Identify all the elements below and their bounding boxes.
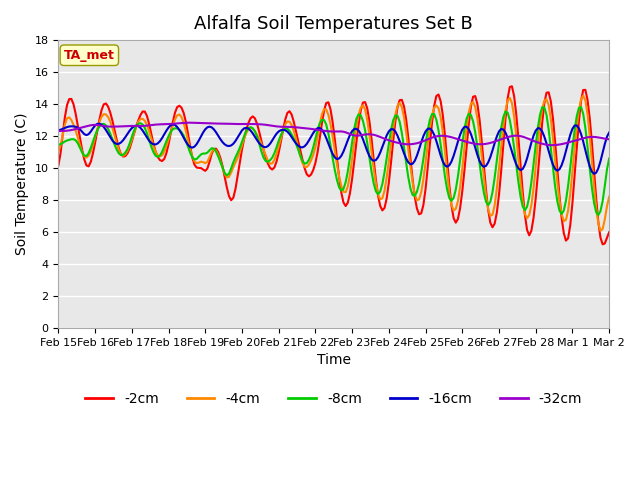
-8cm (605, 156, 613, 161)
-4cm (264, 158, 272, 164)
-2cm (326, 107, 334, 112)
-2cm (264, 161, 272, 167)
Title: Alfalfa Soil Temperatures Set B: Alfalfa Soil Temperatures Set B (195, 15, 473, 33)
-2cm (605, 229, 613, 235)
-2cm (508, 84, 516, 89)
-2cm (294, 138, 302, 144)
-16cm (230, 141, 237, 146)
-32cm (549, 142, 557, 148)
-8cm (595, 212, 602, 218)
-32cm (605, 136, 613, 142)
-32cm (230, 121, 237, 127)
-16cm (260, 144, 268, 150)
-4cm (326, 121, 334, 127)
-4cm (596, 228, 604, 234)
Line: -8cm: -8cm (58, 107, 609, 215)
-2cm (227, 197, 235, 203)
Text: TA_met: TA_met (64, 49, 115, 62)
-32cm (260, 122, 268, 128)
Line: -32cm: -32cm (58, 123, 609, 145)
-16cm (329, 151, 337, 157)
-8cm (502, 108, 509, 114)
-16cm (504, 135, 511, 141)
-8cm (326, 143, 334, 148)
-4cm (54, 149, 62, 155)
-4cm (605, 194, 613, 200)
-16cm (605, 130, 613, 135)
-2cm (502, 116, 509, 122)
-32cm (296, 125, 304, 131)
-8cm (264, 159, 272, 165)
-8cm (54, 142, 62, 148)
-4cm (257, 141, 265, 147)
-16cm (54, 127, 62, 133)
-2cm (257, 138, 265, 144)
Legend: -2cm, -4cm, -8cm, -16cm, -32cm: -2cm, -4cm, -8cm, -16cm, -32cm (79, 387, 588, 412)
Y-axis label: Soil Temperature (C): Soil Temperature (C) (15, 113, 29, 255)
-32cm (266, 122, 274, 128)
-2cm (599, 241, 607, 247)
-4cm (579, 93, 587, 98)
-16cm (266, 141, 274, 147)
-16cm (296, 144, 304, 150)
-16cm (95, 121, 103, 127)
-16cm (590, 171, 598, 177)
-32cm (329, 129, 337, 134)
-8cm (257, 149, 265, 155)
-32cm (184, 120, 192, 126)
X-axis label: Time: Time (317, 353, 351, 367)
-32cm (504, 134, 511, 140)
-8cm (227, 166, 235, 171)
-4cm (294, 144, 302, 150)
-32cm (54, 128, 62, 134)
Line: -4cm: -4cm (58, 96, 609, 231)
Line: -2cm: -2cm (58, 86, 609, 244)
Line: -16cm: -16cm (58, 124, 609, 174)
-4cm (502, 108, 509, 114)
-8cm (294, 146, 302, 152)
-4cm (227, 169, 235, 175)
-8cm (577, 104, 585, 110)
-2cm (54, 162, 62, 168)
